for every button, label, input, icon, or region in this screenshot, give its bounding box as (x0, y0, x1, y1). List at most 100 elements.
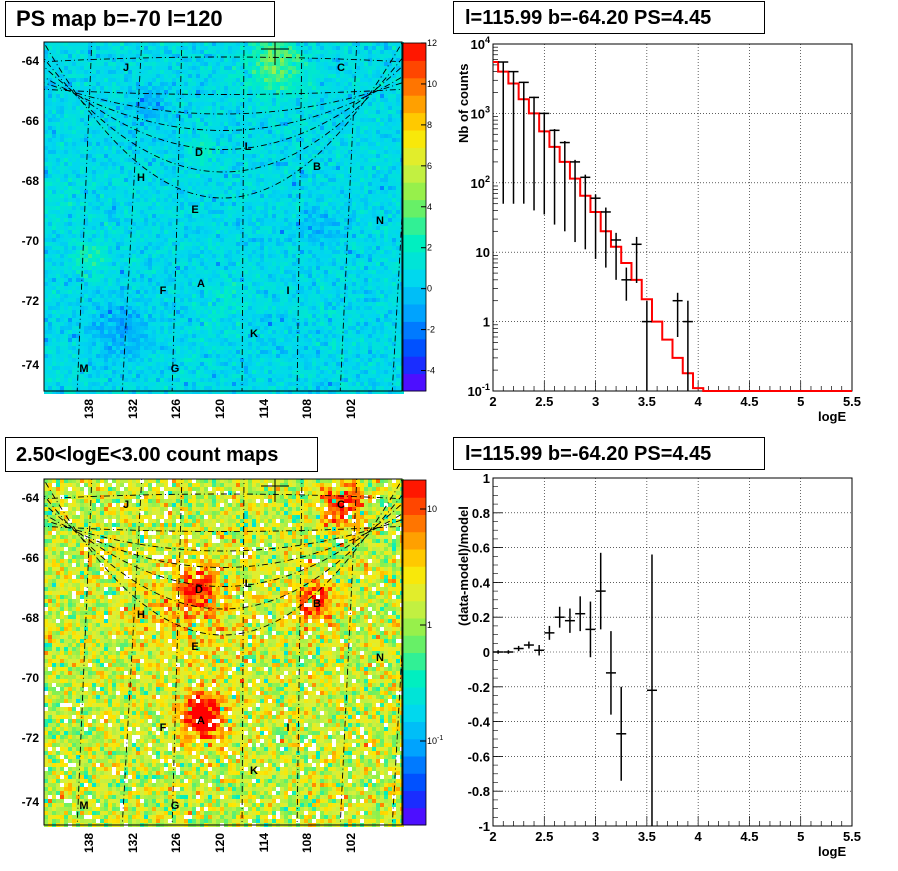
longitude-line (171, 42, 183, 391)
data-point (641, 300, 652, 391)
source-label: N (376, 652, 384, 664)
residual-point (554, 606, 565, 628)
graticule (44, 479, 402, 825)
map-y-tick-label: -72 (22, 731, 40, 745)
data-point (631, 236, 642, 283)
colorbar-tick-label: -4 (427, 366, 435, 376)
y-axis-label: (data-model)/model (456, 506, 471, 626)
colorbar-segment (403, 356, 426, 375)
map-x-tick-label: 132 (126, 399, 140, 419)
longitude-line (241, 479, 245, 825)
residual-point (544, 625, 555, 640)
map-y-tick-label: -74 (22, 358, 40, 372)
y-tick-label: -0.2 (468, 680, 490, 695)
latitude-line (44, 519, 402, 552)
y-tick-label: 0.4 (472, 575, 491, 590)
source-label: J (123, 62, 129, 74)
map-y-tick-label: -70 (22, 671, 40, 685)
colorbar-segment (403, 566, 426, 584)
latitude-line (44, 513, 402, 568)
residual-point (575, 596, 586, 632)
map-x-tick-label: 138 (82, 833, 96, 853)
source-label: G (171, 800, 180, 812)
colorbar-segment (403, 321, 426, 340)
latitude-line (44, 82, 402, 115)
colorbar-segment (403, 669, 426, 688)
colorbar-segment (403, 807, 426, 826)
data-point (590, 194, 601, 259)
source-label: H (137, 172, 145, 184)
longitude-line (121, 479, 143, 825)
colorbar-tick-label: 10-1 (427, 735, 443, 746)
longitude-line (339, 42, 358, 391)
map-y-tick-label: -66 (22, 551, 40, 565)
colorbar-segment (403, 652, 426, 671)
latitude-line (44, 56, 402, 63)
residual-point (616, 686, 627, 781)
colorbar-frame (402, 42, 427, 392)
y-tick-label: 102 (470, 174, 490, 191)
x-tick-label: 2 (489, 394, 496, 409)
map-y-tick-label: -64 (22, 491, 40, 505)
residual-point (595, 552, 606, 630)
longitude-line (296, 479, 303, 825)
map-x-tick-label: 108 (300, 833, 314, 853)
map-x-tick-label: 120 (213, 833, 227, 853)
colorbar-segment (403, 286, 426, 305)
colorbar-tick-label: 10 (427, 504, 437, 514)
residual-chart: 2 2.5 3 3.5 4 4.5 5 5.5 -1 -0.8 -0.6 -0.4 -0.2 0 0.2 0.… (456, 471, 861, 859)
source-label: L (245, 141, 252, 153)
colorbar-segment (403, 373, 426, 392)
y-axis-label: Nb of counts (456, 64, 471, 143)
map-title-top: PS map b=-70 l=120 (5, 1, 275, 37)
residual-point (503, 650, 514, 654)
source-label: B (313, 598, 321, 610)
y-tick-label: 0 (483, 645, 490, 660)
plot-frame (492, 43, 853, 392)
colorbar-segment (403, 756, 426, 774)
map-title-bottom: 2.50<logE<3.00 count maps (5, 437, 318, 472)
colorbar-segment (403, 217, 426, 235)
residual-point (564, 608, 575, 633)
map-x-tick-label: 132 (126, 833, 140, 853)
x-tick-label: 5.5 (843, 829, 861, 844)
colorbar-segment (403, 112, 426, 131)
latitude-line (44, 88, 402, 95)
data-point (570, 159, 581, 243)
data-point (529, 96, 540, 211)
colorbar-tick-label: 10 (427, 79, 437, 89)
colorbar-tick-label: 8 (427, 120, 432, 130)
colorbar-segment (403, 687, 426, 705)
source-label: G (171, 363, 180, 375)
plot-frame (492, 477, 853, 827)
x-tick-label: 2.5 (535, 394, 553, 409)
map-x-tick-label: 102 (344, 399, 358, 419)
source-label: I (286, 722, 289, 734)
data-point (580, 174, 591, 250)
colorbar-segment (403, 130, 426, 148)
y-tick-label: -1 (478, 819, 490, 834)
latitude-line (44, 76, 402, 131)
colorbar-segment (403, 234, 426, 253)
y-tick-label: 1 (483, 315, 490, 330)
longitude-line (171, 479, 183, 825)
y-tick-label: 10-1 (467, 382, 490, 399)
data-point (508, 70, 519, 204)
source-label: A (197, 278, 205, 290)
colorbar-segment (403, 549, 426, 567)
source-label: E (191, 641, 198, 653)
longitude-line (339, 479, 358, 825)
source-label: K (250, 765, 258, 777)
latitude-line (44, 57, 402, 173)
residual-title: l=115.99 b=-64.20 PS=4.45 (453, 437, 765, 470)
colorbar-tick-label: 0 (427, 284, 432, 294)
spectrum-title: l=115.99 b=-64.20 PS=4.45 (453, 1, 765, 34)
colorbar-segment (403, 269, 426, 288)
colorbar-segment (403, 480, 426, 498)
x-tick-label: 5 (797, 394, 804, 409)
x-tick-label: 3.5 (638, 394, 656, 409)
latitude-line (44, 525, 402, 532)
longitude-line (76, 42, 93, 391)
y-tick-label: 104 (470, 35, 490, 52)
